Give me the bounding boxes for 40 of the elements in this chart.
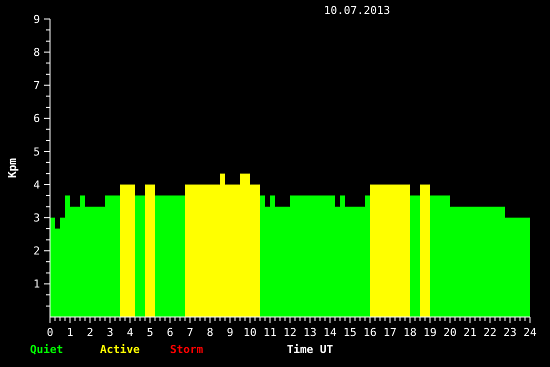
x-tick-label: 7 bbox=[186, 326, 194, 339]
x-tick-label: 10 bbox=[243, 326, 257, 339]
y-tick-label: 9 bbox=[33, 12, 40, 26]
x-tick-label: 5 bbox=[146, 326, 154, 339]
x-tick-label: 20 bbox=[443, 326, 457, 339]
x-tick-label: 12 bbox=[283, 326, 297, 339]
x-tick-label: 24 bbox=[523, 326, 537, 339]
text: Storm bbox=[170, 343, 204, 356]
y-axis-title: Kpm bbox=[6, 158, 19, 178]
x-tick-label: 15 bbox=[343, 326, 357, 339]
y-tick-label: 3 bbox=[33, 212, 40, 225]
x-tick-label: 22 bbox=[483, 326, 497, 339]
x-tick-label: 23 bbox=[503, 326, 517, 339]
text: Active bbox=[100, 343, 140, 356]
y-tick-label: 1 bbox=[33, 278, 40, 291]
x-tick-label: 13 bbox=[303, 326, 317, 339]
x-tick-label: 9 bbox=[226, 326, 234, 339]
y-tick-label: 7 bbox=[33, 79, 40, 92]
x-tick-label: 21 bbox=[463, 326, 477, 339]
y-tick-label: 8 bbox=[33, 46, 40, 59]
x-tick-label: 3 bbox=[106, 326, 114, 339]
x-tick-label: 6 bbox=[166, 326, 174, 339]
x-tick-label: 14 bbox=[323, 326, 337, 339]
x-tick-label: 17 bbox=[383, 326, 397, 339]
x-tick-label: 0 bbox=[46, 326, 54, 339]
x-axis-title: Time UT bbox=[286, 343, 334, 356]
x-tick-label: 4 bbox=[126, 326, 134, 339]
x-tick-label: 16 bbox=[363, 326, 377, 339]
x-tick-label: 1 bbox=[66, 326, 74, 339]
x-tick-label: 2 bbox=[86, 326, 94, 339]
text: Quiet bbox=[30, 343, 64, 356]
x-tick-label: 19 bbox=[423, 326, 437, 339]
y-tick-label: 4 bbox=[33, 178, 40, 192]
x-tick-label: 11 bbox=[263, 326, 277, 339]
y-tick-label: 5 bbox=[33, 145, 40, 158]
y-tick-label: 6 bbox=[33, 112, 40, 126]
x-tick-label: 18 bbox=[403, 326, 417, 339]
chart-title: 10.07.2013 bbox=[324, 4, 390, 17]
y-tick-label: 2 bbox=[33, 244, 40, 258]
x-tick-label: 8 bbox=[206, 326, 214, 339]
